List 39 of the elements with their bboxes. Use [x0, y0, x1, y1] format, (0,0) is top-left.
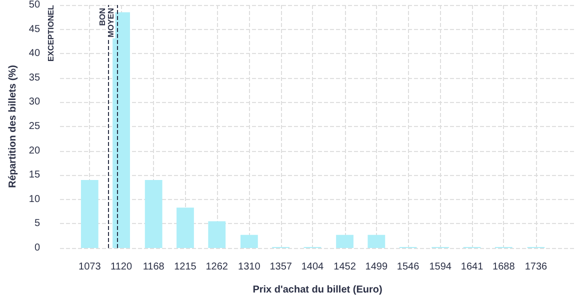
y-tick-label: 15 — [28, 170, 40, 181]
y-tick-label: 35 — [28, 72, 40, 84]
x-tick-label: 1546 — [396, 262, 420, 272]
bar — [208, 221, 226, 248]
x-tick-label: 1688 — [492, 262, 516, 272]
bar — [112, 12, 130, 248]
x-tick-label: 1641 — [460, 262, 484, 272]
x-tick-label: 1594 — [429, 262, 452, 272]
x-tick-label: 1215 — [174, 262, 197, 272]
x-axis-title: Prix d'achat du billet (Euro) — [252, 284, 382, 296]
y-tick-label: 40 — [28, 48, 40, 60]
y-tick-label: 0 — [34, 242, 40, 254]
y-tick-label: 25 — [28, 121, 40, 132]
x-tick-label: 1262 — [206, 262, 228, 272]
y-tick-label: 45 — [28, 24, 40, 35]
y-tick-label: 10 — [28, 194, 40, 205]
x-tick-label: 1168 — [142, 262, 165, 272]
y-axis-title: Répartition des billets (%) — [8, 65, 18, 188]
y-tick-label: 5 — [34, 218, 40, 230]
x-tick-label: 1357 — [270, 262, 292, 272]
x-tick-label: 1404 — [301, 262, 324, 272]
x-tick-label: 1073 — [78, 262, 102, 272]
bar — [368, 234, 386, 248]
bar — [240, 234, 258, 248]
bar — [80, 180, 98, 248]
ref-line-label: BON — [98, 8, 107, 26]
x-tick-label: 1499 — [365, 262, 388, 272]
x-tick-label: 1452 — [334, 262, 356, 272]
bar — [336, 234, 354, 248]
y-tick-label: 50 — [28, 0, 40, 10]
y-tick-label: 30 — [28, 96, 40, 108]
y-tick-label: 20 — [28, 145, 40, 156]
text: EXCEPTIONEL — [46, 4, 56, 62]
bar — [176, 208, 194, 248]
x-tick-label: 1120 — [110, 262, 132, 272]
ref-line-label: MOYEN — [106, 8, 116, 38]
x-tick-label: 1310 — [238, 262, 261, 272]
bar — [144, 180, 162, 248]
x-tick-label: 1736 — [524, 262, 548, 272]
